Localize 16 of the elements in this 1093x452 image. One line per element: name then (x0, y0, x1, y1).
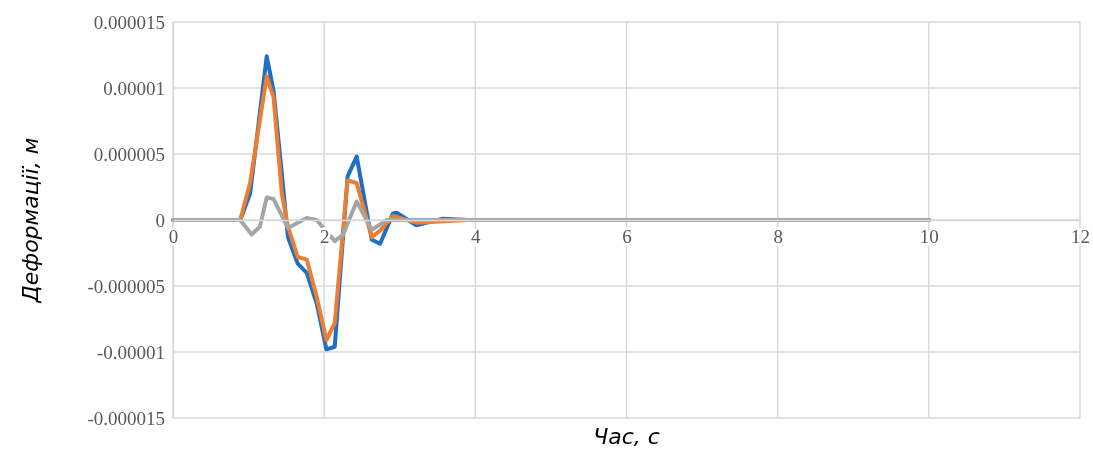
x-tick-label: 4 (471, 226, 482, 248)
x-tick-label: 0 (168, 226, 179, 248)
x-tick-label: 8 (773, 226, 783, 248)
x-tick-label: 12 (1071, 226, 1090, 248)
x-tick-label: 2 (319, 226, 330, 248)
y-tick-label: -0.000005 (87, 275, 165, 297)
y-tick-label: 0 (155, 209, 165, 231)
y-tick-label: 0.00001 (103, 77, 165, 99)
y-axis-title: Деформації, м (18, 137, 43, 304)
x-tick-label: 6 (622, 226, 632, 248)
x-tick-label: 10 (919, 226, 939, 248)
y-tick-label: -0.00001 (96, 341, 165, 363)
x-axis-title: Час, с (593, 424, 660, 449)
y-tick-label: 0.000005 (93, 143, 165, 165)
y-tick-label: 0.000015 (93, 11, 165, 33)
y-tick-label: -0.000015 (87, 407, 165, 429)
